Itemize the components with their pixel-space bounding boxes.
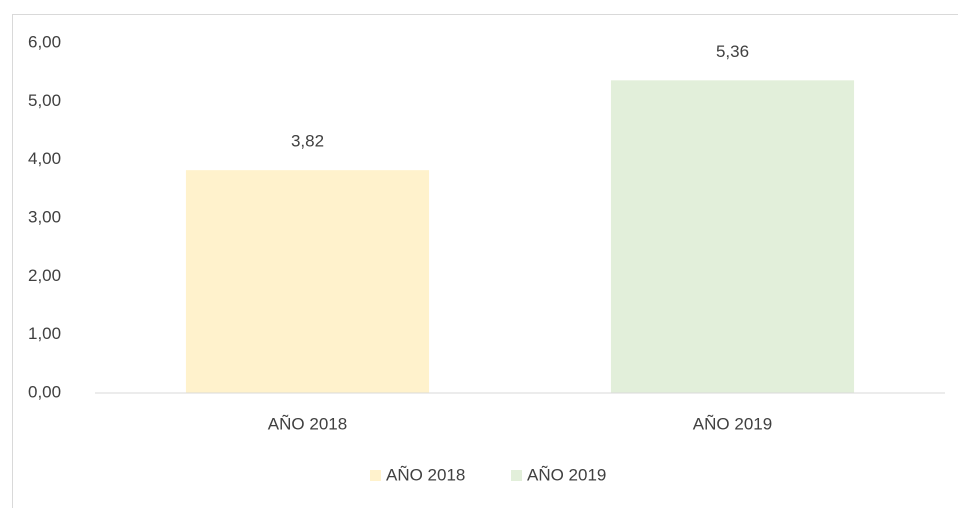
y-tick-label: 1,00 [28,324,61,343]
y-tick-label: 4,00 [28,149,61,168]
legend-swatch [370,470,381,481]
bar [185,170,430,393]
value-label: 5,36 [716,42,749,61]
legend-label: AÑO 2018 [386,465,465,484]
y-tick-label: 0,00 [28,382,61,401]
y-tick-label: 5,00 [28,91,61,110]
y-tick-label: 3,00 [28,207,61,226]
x-tick-label: AÑO 2019 [693,414,772,433]
chart-frame [12,14,958,508]
y-tick-label: 6,00 [28,32,61,51]
bar [610,80,855,393]
y-tick-label: 2,00 [28,266,61,285]
value-label: 3,82 [291,132,324,151]
legend-label: AÑO 2019 [527,465,606,484]
x-tick-label: AÑO 2018 [268,414,347,433]
legend-swatch [511,470,522,481]
